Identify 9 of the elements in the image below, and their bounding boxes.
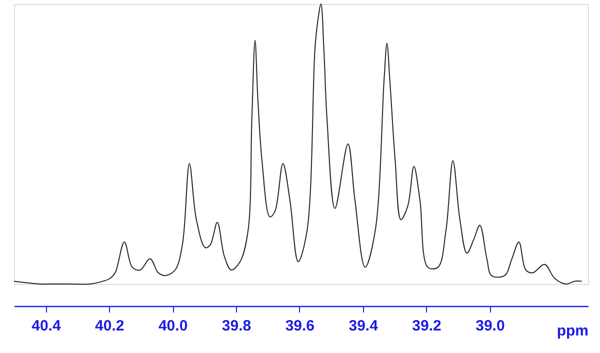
- x-tick-label: 39.4: [348, 318, 379, 334]
- x-tick-label: 39.8: [222, 318, 252, 334]
- x-tick-label: 39.0: [476, 318, 505, 334]
- x-tick-label: 39.2: [412, 318, 442, 334]
- x-tick-label: 40.0: [158, 318, 188, 334]
- x-tick-label: 40.2: [95, 318, 124, 334]
- x-axis-title: ppm: [556, 322, 588, 340]
- x-tick-label: 39.6: [285, 318, 315, 334]
- x-tick-label: 40.4: [32, 318, 62, 334]
